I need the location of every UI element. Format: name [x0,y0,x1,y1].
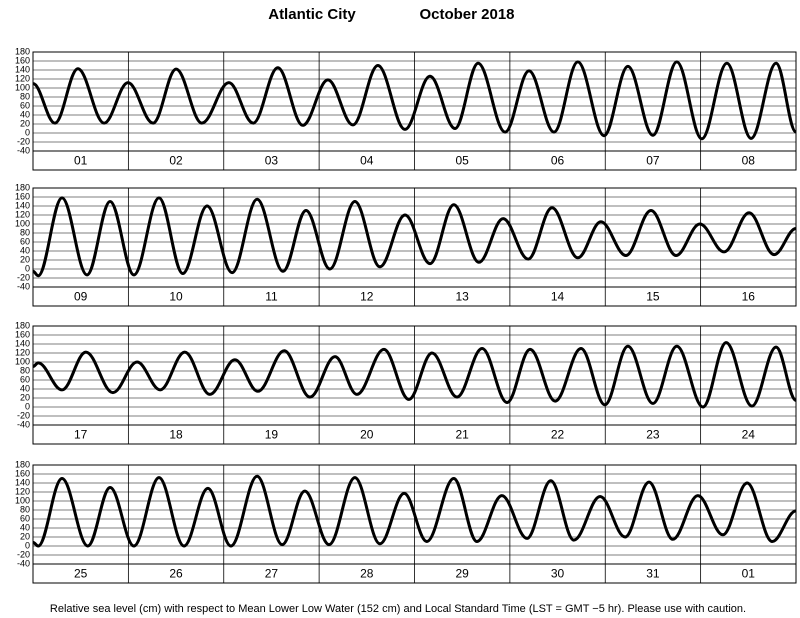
y-tick-label: 0 [25,263,30,273]
y-tick-label: -20 [17,136,30,146]
y-tick-label: 20 [20,531,30,541]
y-tick-label: 160 [15,191,30,201]
y-tick-label: 80 [20,365,30,375]
y-tick-label: 20 [20,392,30,402]
y-tick-label: 20 [20,118,30,128]
tide-curve [32,196,797,278]
y-tick-label: 180 [15,182,30,192]
y-tick-label: 100 [15,495,30,505]
chart-title: Atlantic City [268,6,356,23]
y-tick-label: 160 [15,468,30,478]
x-tick-label: 29 [456,567,470,581]
tide-curve [32,60,798,141]
x-tick-label: 21 [456,428,470,442]
x-tick-label: 18 [169,428,183,442]
footnote: Relative sea level (cm) with respect to … [50,603,746,615]
y-tick-label: 0 [25,540,30,550]
y-tick-label: 60 [20,513,30,523]
y-tick-label: 40 [20,383,30,393]
x-tick-label: 15 [646,290,660,304]
y-tick-label: 180 [15,459,30,469]
y-tick-label: -40 [17,281,30,291]
y-tick-label: 80 [20,504,30,514]
y-tick-label: 80 [20,91,30,101]
y-tick-label: 80 [20,227,30,237]
x-tick-label: 02 [169,154,183,168]
x-tick-label: 13 [456,290,470,304]
y-tick-label: 140 [15,200,30,210]
x-tick-label: 16 [742,290,756,304]
y-tick-label: 0 [25,401,30,411]
x-tick-label: 09 [74,290,88,304]
x-tick-label: 11 [265,290,278,304]
y-tick-label: -40 [17,558,30,568]
y-tick-label: 180 [15,320,30,330]
panel-frame [32,325,797,445]
x-tick-label: 20 [360,428,374,442]
x-tick-label: 01 [742,567,756,581]
y-tick-label: 100 [15,218,30,228]
x-tick-label: 12 [360,290,374,304]
y-tick-label: 120 [15,73,30,83]
x-tick-label: 30 [551,567,565,581]
x-tick-label: 23 [646,428,660,442]
x-tick-label: 10 [169,290,183,304]
y-tick-label: 100 [15,82,30,92]
x-tick-label: 01 [74,154,88,168]
x-tick-label: 27 [265,567,279,581]
panel-frame [32,187,797,307]
x-tick-label: 25 [74,567,88,581]
x-tick-label: 24 [742,428,756,442]
x-tick-label: 05 [456,154,470,168]
x-tick-label: 07 [646,154,660,168]
y-tick-label: 40 [20,522,30,532]
y-tick-label: 140 [15,64,30,74]
y-tick-label: -20 [17,410,30,420]
y-tick-label: 40 [20,245,30,255]
tide-curve [32,474,797,548]
y-tick-label: 0 [25,127,30,137]
y-tick-label: 120 [15,486,30,496]
x-tick-label: 08 [742,154,756,168]
y-tick-label: 40 [20,109,30,119]
y-tick-label: 180 [15,46,30,56]
y-tick-label: 60 [20,374,30,384]
y-tick-label: 100 [15,356,30,366]
x-tick-label: 31 [646,567,660,581]
y-tick-label: -40 [17,419,30,429]
y-tick-label: 120 [15,209,30,219]
y-tick-label: 160 [15,329,30,339]
y-tick-label: -40 [17,145,30,155]
tide-curve [32,341,798,409]
x-tick-label: 19 [265,428,279,442]
y-tick-label: 140 [15,338,30,348]
x-tick-label: 28 [360,567,374,581]
y-tick-label: -20 [17,272,30,282]
x-tick-label: 03 [265,154,279,168]
panel-frame [32,51,797,171]
x-tick-label: 14 [551,290,565,304]
y-tick-label: 160 [15,55,30,65]
y-tick-label: -20 [17,549,30,559]
y-tick-label: 60 [20,100,30,110]
panel-frame [32,464,797,584]
x-tick-label: 06 [551,154,565,168]
y-tick-label: 120 [15,347,30,357]
x-tick-label: 04 [360,154,374,168]
y-tick-label: 140 [15,477,30,487]
y-tick-label: 60 [20,236,30,246]
x-tick-label: 26 [169,567,183,581]
x-tick-label: 22 [551,428,565,442]
y-tick-label: 20 [20,254,30,264]
chart-subtitle: October 2018 [419,6,514,23]
x-tick-label: 17 [74,428,88,442]
